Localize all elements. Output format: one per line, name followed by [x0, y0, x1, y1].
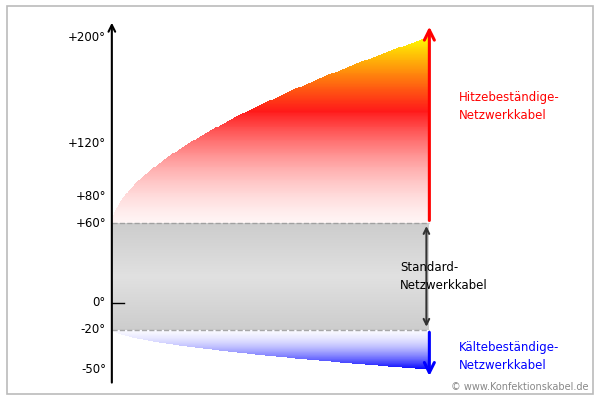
Text: +80°: +80° — [76, 190, 106, 203]
Text: -20°: -20° — [81, 323, 106, 336]
Text: Standard-
Netzwerkkabel: Standard- Netzwerkkabel — [400, 261, 488, 292]
Text: Kältebeständige-
Netzwerkkabel: Kältebeständige- Netzwerkkabel — [459, 341, 559, 372]
Text: © www.Konfektionskabel.de: © www.Konfektionskabel.de — [451, 382, 588, 392]
Text: 0°: 0° — [93, 296, 106, 310]
Text: -50°: -50° — [81, 363, 106, 376]
Text: +120°: +120° — [68, 137, 106, 150]
Text: +200°: +200° — [68, 31, 106, 44]
Text: +60°: +60° — [76, 217, 106, 230]
Text: Hitzebeständige-
Netzwerkkabel: Hitzebeständige- Netzwerkkabel — [459, 91, 560, 122]
